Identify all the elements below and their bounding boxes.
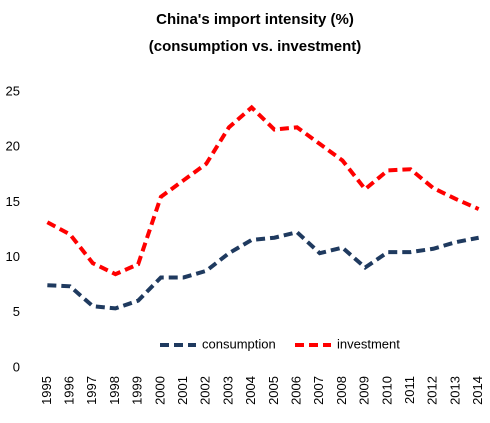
legend-label: consumption (202, 336, 276, 351)
x-tick-label: 1997 (84, 376, 99, 405)
x-tick-label: 2003 (220, 376, 235, 405)
legend-label: investment (337, 336, 400, 351)
x-tick-label: 1996 (61, 376, 76, 405)
y-tick-label: 25 (6, 83, 20, 98)
x-tick-label: 2011 (402, 376, 417, 404)
y-tick-label: 5 (13, 304, 20, 319)
data-line (47, 230, 480, 311)
y-tick-label: 0 (13, 359, 20, 374)
x-tick-label: 1995 (39, 376, 54, 405)
x-tick-label: 2012 (425, 376, 440, 405)
x-tick-label: 1998 (107, 376, 122, 405)
y-tick-label: 10 (6, 249, 20, 264)
x-tick-label: 2005 (266, 376, 281, 405)
x-tick-label: 2004 (243, 376, 258, 405)
x-tick-label: 2001 (175, 376, 190, 405)
chart-subtitle: (consumption vs. investment) (149, 38, 362, 55)
x-tick-label: 2010 (379, 376, 394, 405)
x-tick-label: 2014 (470, 376, 485, 405)
y-tick-label: 15 (6, 194, 20, 209)
x-tick-label: 2006 (288, 376, 303, 405)
x-tick-label: 2008 (334, 376, 349, 405)
x-tick-label: 2009 (357, 376, 372, 405)
chart-title: China's import intensity (%) (156, 11, 354, 28)
x-tick-label: 2007 (311, 376, 326, 405)
data-line (46, 104, 480, 277)
x-tick-label: 1999 (130, 376, 145, 405)
x-tick-label: 2013 (447, 376, 462, 405)
x-tick-label: 2002 (198, 376, 213, 405)
y-tick-label: 20 (6, 139, 20, 154)
x-tick-label: 2000 (152, 376, 167, 405)
